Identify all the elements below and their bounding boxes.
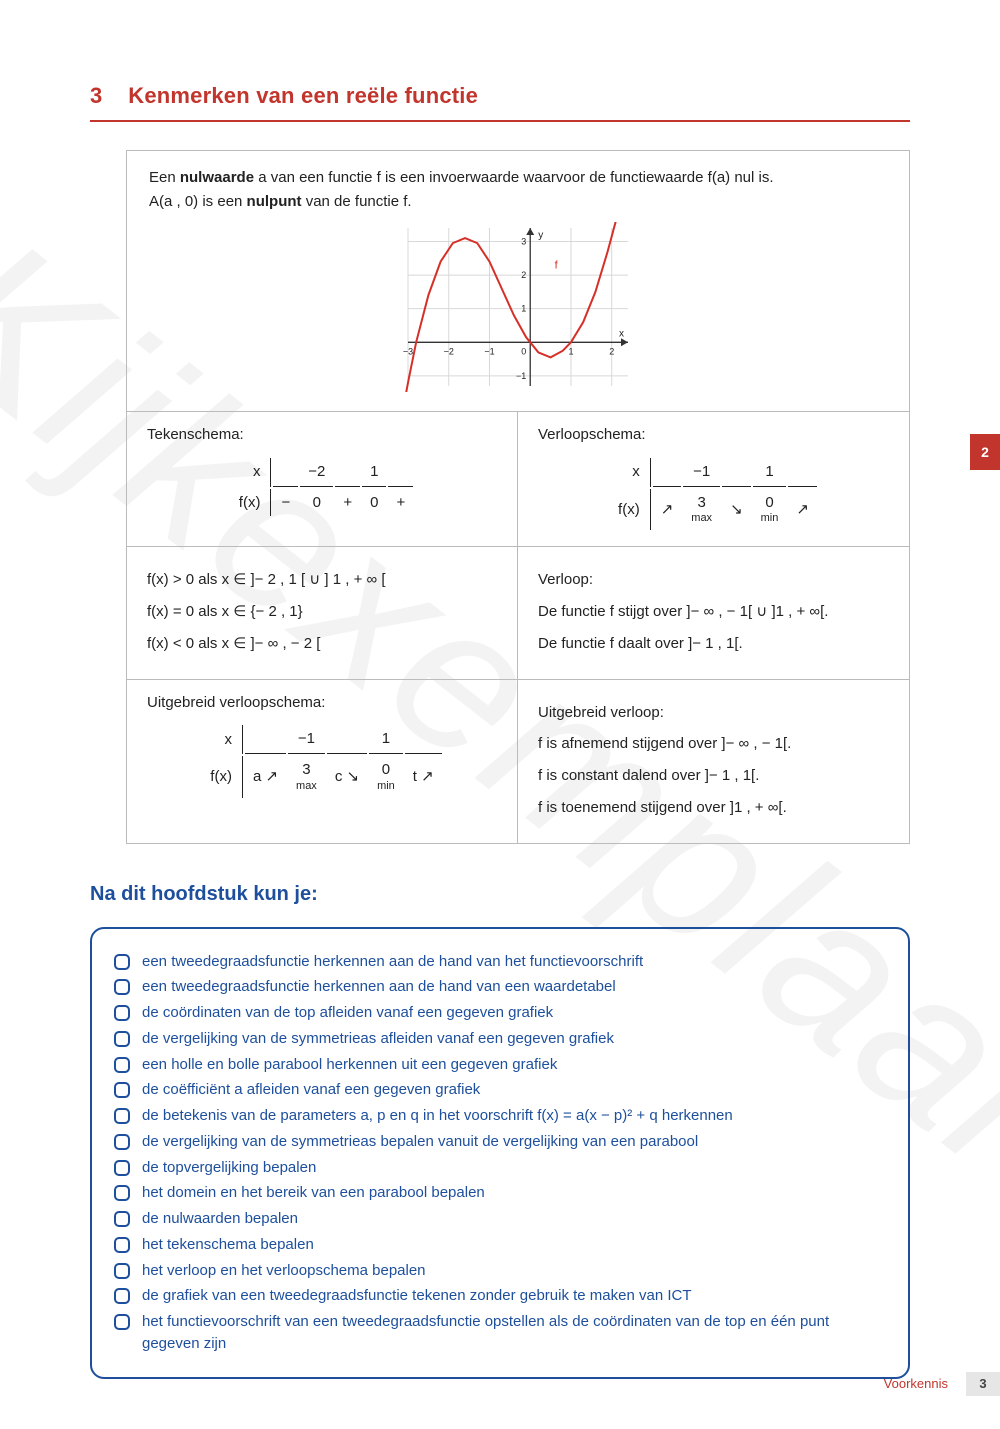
checkbox-icon xyxy=(114,1185,130,1201)
goal-item: het functievoorschrift van een tweedegra… xyxy=(114,1311,886,1355)
function-graph: −3−2−112−11230yxf xyxy=(149,214,887,403)
svg-text:2: 2 xyxy=(609,347,614,357)
goal-item: de vergelijking van de symmetrieas bepal… xyxy=(114,1131,886,1153)
svg-text:−2: −2 xyxy=(444,347,454,357)
goal-item: de topvergelijking bepalen xyxy=(114,1157,886,1179)
svg-text:−1: −1 xyxy=(516,371,526,381)
checkbox-icon xyxy=(114,1108,130,1124)
uitgebreid-schema-label: Uitgebreid verloopschema: xyxy=(147,692,497,714)
uitgebreid-schema-cell: Uitgebreid verloopschema: x −11 f(x) a ↗… xyxy=(127,680,518,843)
definition-line-2: A(a , 0) is een nulpunt van de functie f… xyxy=(149,191,887,213)
goal-text: het functievoorschrift van een tweedegra… xyxy=(142,1311,886,1355)
verloopschema-label: Verloopschema: xyxy=(538,424,889,446)
checkbox-icon xyxy=(114,1237,130,1253)
goal-item: de coördinaten van de top afleiden vanaf… xyxy=(114,1002,886,1024)
goal-text: de betekenis van de parameters a, p en q… xyxy=(142,1105,886,1127)
svg-text:x: x xyxy=(619,329,624,340)
conditions-row: f(x) > 0 als x ∈ ]− 2 , 1 [ ∪ ] 1 , + ∞ … xyxy=(127,547,909,679)
tekenschema-table: x −21 f(x) − 0 + 0 + xyxy=(229,456,415,519)
checkbox-icon xyxy=(114,1134,130,1150)
goal-item: het verloop en het verloopschema bepalen xyxy=(114,1260,886,1282)
page-footer: Voorkennis 3 xyxy=(884,1372,1000,1396)
goal-item: de nulwaarden bepalen xyxy=(114,1208,886,1230)
footer-page-number: 3 xyxy=(966,1372,1000,1396)
goal-text: het domein en het bereik van een paraboo… xyxy=(142,1182,886,1204)
goal-text: de coëfficiënt a afleiden vanaf een gege… xyxy=(142,1079,886,1101)
goals-subtitle: Na dit hoofdstuk kun je: xyxy=(90,880,910,909)
goal-item: de coëfficiënt a afleiden vanaf een gege… xyxy=(114,1079,886,1101)
goal-text: het verloop en het verloopschema bepalen xyxy=(142,1260,886,1282)
verloop-line-2: De functie f daalt over ]− 1 , 1[. xyxy=(538,633,889,655)
uitgebreid-verloop-label: Uitgebreid verloop: xyxy=(538,702,889,724)
verloop-line-1: De functie f stijgt over ]− ∞ , − 1[ ∪ ]… xyxy=(538,601,889,623)
svg-text:1: 1 xyxy=(521,304,526,314)
checkbox-icon xyxy=(114,1082,130,1098)
cond-pos: f(x) > 0 als x ∈ ]− 2 , 1 [ ∪ ] 1 , + ∞ … xyxy=(147,569,497,591)
checkbox-icon xyxy=(114,1160,130,1176)
goal-item: de betekenis van de parameters a, p en q… xyxy=(114,1105,886,1127)
section-number: 3 xyxy=(90,80,102,112)
tekenschema-cell: Tekenschema: x −21 f(x) − 0 + 0 + xyxy=(127,412,518,546)
goal-item: het tekenschema bepalen xyxy=(114,1234,886,1256)
checkbox-icon xyxy=(114,979,130,995)
goals-box: een tweedegraadsfunctie herkennen aan de… xyxy=(90,927,910,1379)
checkbox-icon xyxy=(114,954,130,970)
svg-text:1: 1 xyxy=(568,347,573,357)
cond-neg: f(x) < 0 als x ∈ ]− ∞ , − 2 [ xyxy=(147,633,497,655)
uitgebreid-verloop-l1: f is afnemend stijgend over ]− ∞ , − 1[. xyxy=(538,733,889,755)
goal-text: een holle en bolle parabool herkennen ui… xyxy=(142,1054,886,1076)
uitgebreid-verloop-text: Uitgebreid verloop: f is afnemend stijge… xyxy=(518,680,909,843)
verloopschema-table: x −11 f(x) ↗ 3max ↘ 0min ↗ xyxy=(608,456,819,532)
goal-text: de topvergelijking bepalen xyxy=(142,1157,886,1179)
goal-item: een tweedegraadsfunctie herkennen aan de… xyxy=(114,976,886,998)
svg-text:y: y xyxy=(538,230,543,241)
section-header: 3 Kenmerken van een reële functie xyxy=(90,80,910,122)
definition-line-1: Een nulwaarde a van een functie f is een… xyxy=(149,167,887,189)
verloopschema-cell: Verloopschema: x −11 f(x) ↗ 3max ↘ 0min … xyxy=(518,412,909,546)
checkbox-icon xyxy=(114,1314,130,1330)
svg-text:0: 0 xyxy=(521,347,526,357)
checkbox-icon xyxy=(114,1057,130,1073)
extended-row: Uitgebreid verloopschema: x −11 f(x) a ↗… xyxy=(127,680,909,843)
svg-text:2: 2 xyxy=(521,270,526,280)
checkbox-icon xyxy=(114,1005,130,1021)
footer-section-label: Voorkennis xyxy=(884,1375,966,1394)
goal-item: de grafiek van een tweedegraadsfunctie t… xyxy=(114,1285,886,1307)
verloop-label: Verloop: xyxy=(538,569,889,591)
goal-text: de coördinaten van de top afleiden vanaf… xyxy=(142,1002,886,1024)
goal-text: de vergelijking van de symmetrieas aflei… xyxy=(142,1028,886,1050)
chapter-side-tab: 2 xyxy=(970,434,1000,470)
svg-text:3: 3 xyxy=(521,237,526,247)
uitgebreid-schema-table: x −11 f(x) a ↗ 3max c ↘ 0min t ↗ xyxy=(200,723,443,799)
goal-item: een holle en bolle parabool herkennen ui… xyxy=(114,1054,886,1076)
svg-text:−3: −3 xyxy=(403,347,413,357)
sign-conditions: f(x) > 0 als x ∈ ]− 2 , 1 [ ∪ ] 1 , + ∞ … xyxy=(127,547,518,678)
goal-text: een tweedegraadsfunctie herkennen aan de… xyxy=(142,976,886,998)
uitgebreid-verloop-l2: f is constant dalend over ]− 1 , 1[. xyxy=(538,765,889,787)
page-content: 3 Kenmerken van een reële functie Een nu… xyxy=(0,0,1000,1429)
goal-text: het tekenschema bepalen xyxy=(142,1234,886,1256)
goal-text: een tweedegraadsfunctie herkennen aan de… xyxy=(142,951,886,973)
theory-box: Een nulwaarde a van een functie f is een… xyxy=(126,150,910,844)
goal-text: de grafiek van een tweedegraadsfunctie t… xyxy=(142,1285,886,1307)
checkbox-icon xyxy=(114,1288,130,1304)
goal-item: een tweedegraadsfunctie herkennen aan de… xyxy=(114,951,886,973)
definition-block: Een nulwaarde a van een functie f is een… xyxy=(127,151,909,412)
goal-item: het domein en het bereik van een paraboo… xyxy=(114,1182,886,1204)
checkbox-icon xyxy=(114,1211,130,1227)
checkbox-icon xyxy=(114,1031,130,1047)
goal-item: de vergelijking van de symmetrieas aflei… xyxy=(114,1028,886,1050)
uitgebreid-verloop-l3: f is toenemend stijgend over ]1 , + ∞[. xyxy=(538,797,889,819)
section-title: Kenmerken van een reële functie xyxy=(128,80,478,112)
verloop-text: Verloop: De functie f stijgt over ]− ∞ ,… xyxy=(518,547,909,678)
cond-zero: f(x) = 0 als x ∈ {− 2 , 1} xyxy=(147,601,497,623)
goal-text: de vergelijking van de symmetrieas bepal… xyxy=(142,1131,886,1153)
checkbox-icon xyxy=(114,1263,130,1279)
schema-row: Tekenschema: x −21 f(x) − 0 + 0 + xyxy=(127,412,909,547)
graph-svg: −3−2−112−11230yxf xyxy=(398,222,638,392)
svg-text:−1: −1 xyxy=(484,347,494,357)
goal-text: de nulwaarden bepalen xyxy=(142,1208,886,1230)
tekenschema-label: Tekenschema: xyxy=(147,424,497,446)
